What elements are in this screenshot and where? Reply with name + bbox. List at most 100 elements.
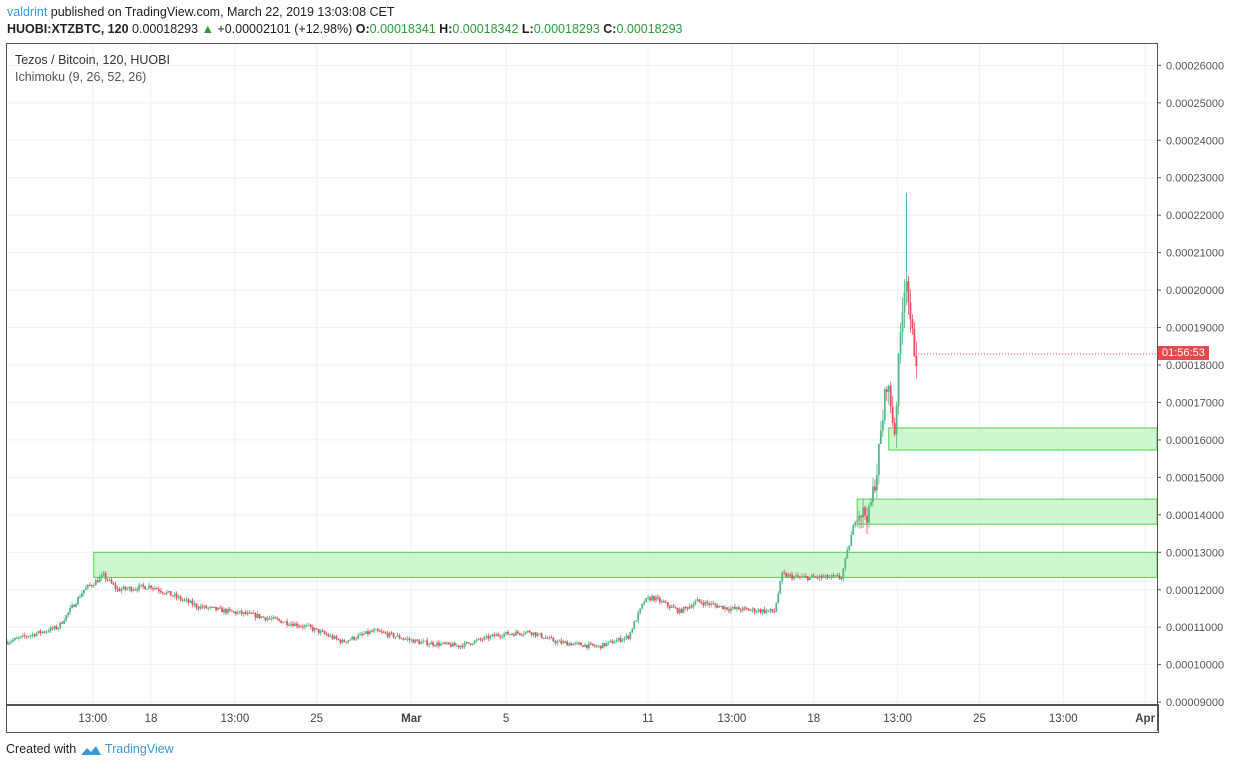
- price-tick-label: 0.00017000: [1166, 397, 1224, 409]
- candle-up: [901, 312, 904, 333]
- candle-down: [157, 589, 160, 591]
- candle-up: [803, 575, 805, 577]
- candle-down: [493, 634, 496, 637]
- candle-up: [777, 593, 780, 603]
- candle-down: [513, 634, 515, 636]
- candle-up: [625, 635, 628, 638]
- candle-down: [114, 584, 117, 589]
- candle-up: [670, 606, 673, 608]
- tradingview-logo-icon: [80, 745, 101, 755]
- candle-down: [335, 636, 338, 639]
- candle-down: [789, 574, 792, 576]
- candle-down: [187, 599, 190, 603]
- candle-up: [471, 643, 474, 645]
- candle-up: [132, 589, 135, 591]
- candle-up: [870, 502, 872, 506]
- candle-up: [856, 520, 859, 523]
- candle-up: [359, 633, 361, 636]
- candle-down: [144, 586, 146, 590]
- candle-down: [416, 639, 419, 641]
- candle-up: [556, 641, 559, 644]
- candle-down: [659, 598, 661, 603]
- candle-up: [17, 637, 20, 639]
- candle-up: [639, 608, 642, 613]
- candle-down: [191, 600, 194, 605]
- candle-down: [110, 579, 113, 584]
- candle-up: [501, 636, 504, 638]
- candle-up: [741, 607, 744, 611]
- candle-up: [100, 575, 103, 578]
- candle-down: [785, 573, 788, 577]
- candle-up: [558, 640, 561, 642]
- price-axis-border: [1157, 43, 1158, 731]
- candle-down: [820, 575, 823, 578]
- candle-down: [461, 645, 464, 648]
- candle-down: [767, 610, 770, 612]
- time-tick-label: 18: [807, 713, 820, 725]
- candle-down: [657, 596, 659, 599]
- author-link[interactable]: valdrint: [7, 5, 48, 19]
- countdown-label: 01:56:53: [1158, 346, 1209, 360]
- price-tick-label: 0.00019000: [1166, 323, 1224, 335]
- candle-up: [595, 646, 598, 648]
- open-value: 0.00018341: [369, 22, 436, 36]
- candle-down: [542, 637, 545, 639]
- candle-up: [524, 631, 527, 634]
- candle-up: [128, 587, 131, 589]
- candle-down: [599, 645, 602, 649]
- candle-down: [783, 572, 786, 574]
- candle-down: [554, 641, 557, 644]
- candle-up: [207, 607, 210, 609]
- candle-up: [351, 636, 354, 640]
- indicator-legend[interactable]: Ichimoku (9, 26, 52, 26): [15, 70, 147, 84]
- candle-down: [197, 607, 200, 609]
- candle-up: [420, 641, 423, 644]
- candle-up: [260, 616, 263, 618]
- candle-down: [479, 638, 482, 640]
- candle-up: [613, 642, 616, 644]
- candle-up: [877, 443, 880, 475]
- candle-down: [481, 639, 484, 641]
- candle-down: [205, 605, 208, 609]
- candle-down: [467, 642, 470, 644]
- symbol-info: HUOBI:XTZBTC, 120 0.00018293 ▲ +0.000021…: [7, 22, 683, 36]
- candle-down: [552, 637, 555, 642]
- candle-down: [674, 607, 677, 609]
- candle-down: [447, 642, 450, 645]
- candle-down: [288, 624, 290, 626]
- candle-up: [63, 620, 66, 624]
- candle-up: [183, 599, 186, 601]
- time-axis[interactable]: [6, 704, 1159, 733]
- candle-up: [329, 635, 332, 637]
- time-tick-label: 13:00: [718, 713, 747, 725]
- candle-up: [489, 635, 492, 639]
- candle-up: [134, 589, 137, 591]
- candle-down: [690, 606, 693, 608]
- candle-up: [45, 631, 48, 633]
- time-tick-label: 13:00: [78, 713, 107, 725]
- candle-down: [142, 584, 145, 587]
- price-tick-label: 0.00020000: [1166, 285, 1224, 297]
- tradingview-link[interactable]: TradingView: [104, 742, 174, 756]
- candle-up: [735, 607, 738, 609]
- candle-down: [96, 580, 99, 583]
- candle-up: [704, 601, 707, 606]
- candle-down: [560, 640, 563, 644]
- candle-down: [426, 640, 429, 646]
- candle-down: [169, 591, 172, 596]
- candle-up: [903, 291, 906, 313]
- candle-down: [653, 595, 655, 601]
- candle-up: [572, 643, 575, 646]
- price-tick-label: 0.00015000: [1166, 472, 1224, 484]
- candle-up: [122, 586, 125, 590]
- candle-up: [655, 596, 657, 601]
- candle-up: [584, 644, 586, 647]
- candle-down: [487, 635, 490, 639]
- candle-up: [899, 332, 902, 355]
- candle-down: [804, 575, 807, 577]
- candle-down: [747, 608, 750, 611]
- candle-down: [400, 638, 403, 640]
- candle-down: [530, 632, 533, 635]
- candle-down: [666, 602, 669, 607]
